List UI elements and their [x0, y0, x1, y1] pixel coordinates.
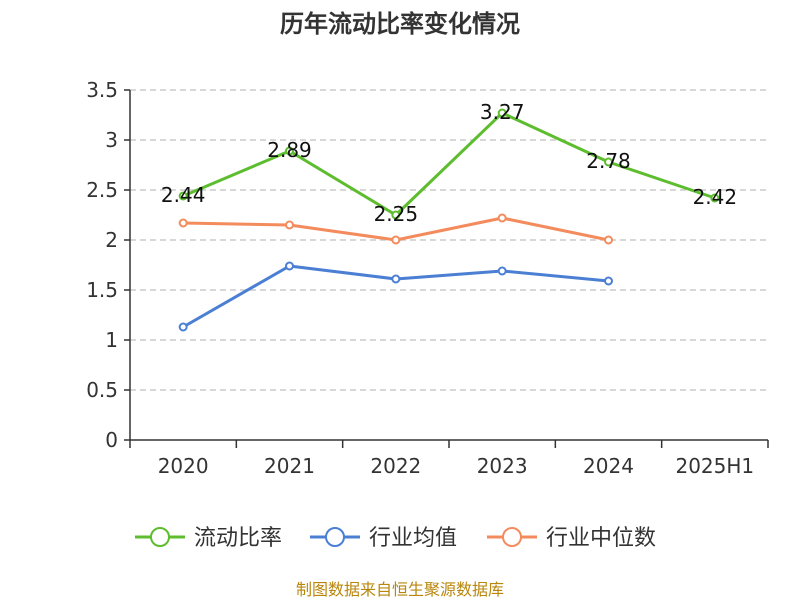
x-tick-label: 2025H1 [675, 454, 754, 478]
y-tick-label: 3.5 [86, 78, 118, 102]
legend-marker [150, 527, 170, 547]
data-point [391, 210, 401, 220]
data-point [178, 191, 188, 201]
legend-item[interactable]: 流动比率 [135, 526, 282, 551]
x-tick-label: 2024 [583, 454, 634, 478]
data-point [497, 213, 507, 223]
y-tick-label: 1.5 [86, 278, 118, 302]
legend-label: 行业中位数 [546, 526, 656, 551]
legend-label: 行业均值 [369, 526, 457, 551]
legend-item[interactable]: 行业均值 [310, 526, 457, 551]
data-label: 2.89 [267, 138, 312, 162]
x-tick-label: 2021 [264, 454, 315, 478]
x-tick-label: 2020 [158, 454, 209, 478]
series [178, 108, 720, 332]
chart-title: 历年流动比率变化情况 [280, 10, 520, 38]
x-tick-label: 2022 [370, 454, 421, 478]
legend[interactable]: 流动比率 行业均值 行业中位数 [135, 526, 656, 551]
data-point [604, 157, 613, 167]
legend-marker [502, 527, 522, 547]
legend-item[interactable]: 行业中位数 [487, 526, 656, 551]
axes: 0 0.5 1 1.5 2 2.5 3 3.5 2020 2021 2022 2023 2024 2025… [86, 78, 769, 478]
data-point [391, 274, 401, 284]
y-tick-label: 1 [105, 328, 118, 352]
data-point [604, 235, 613, 245]
data-label: 2.78 [586, 149, 631, 173]
data-point [710, 193, 720, 203]
grid [130, 89, 768, 391]
data-label: 2.25 [374, 202, 419, 226]
data-point [497, 266, 507, 276]
data-label: 2.42 [693, 185, 738, 209]
x-tick-label: 2023 [477, 454, 528, 478]
y-tick-label: 0 [105, 428, 118, 452]
data-label: 3.27 [480, 100, 525, 124]
data-point [391, 235, 401, 245]
data-label: 2.44 [161, 183, 206, 207]
legend-label: 流动比率 [194, 526, 282, 551]
source-note: 制图数据来自恒生聚源数据库 [296, 580, 504, 599]
data-point [178, 218, 188, 228]
series-line-0 [182, 111, 716, 217]
data-point [285, 261, 294, 271]
y-tick-label: 0.5 [86, 378, 118, 402]
y-tick-label: 3 [105, 128, 118, 152]
data-point [604, 276, 613, 286]
data-point [178, 322, 188, 332]
data-point [497, 108, 507, 118]
data-point [285, 220, 294, 230]
y-tick-label: 2 [105, 228, 118, 252]
y-tick-label: 2.5 [86, 178, 118, 202]
legend-marker [325, 527, 345, 547]
data-labels: 2.44 2.89 2.25 3.27 2.78 2.42 [161, 100, 737, 226]
data-point [285, 146, 294, 156]
